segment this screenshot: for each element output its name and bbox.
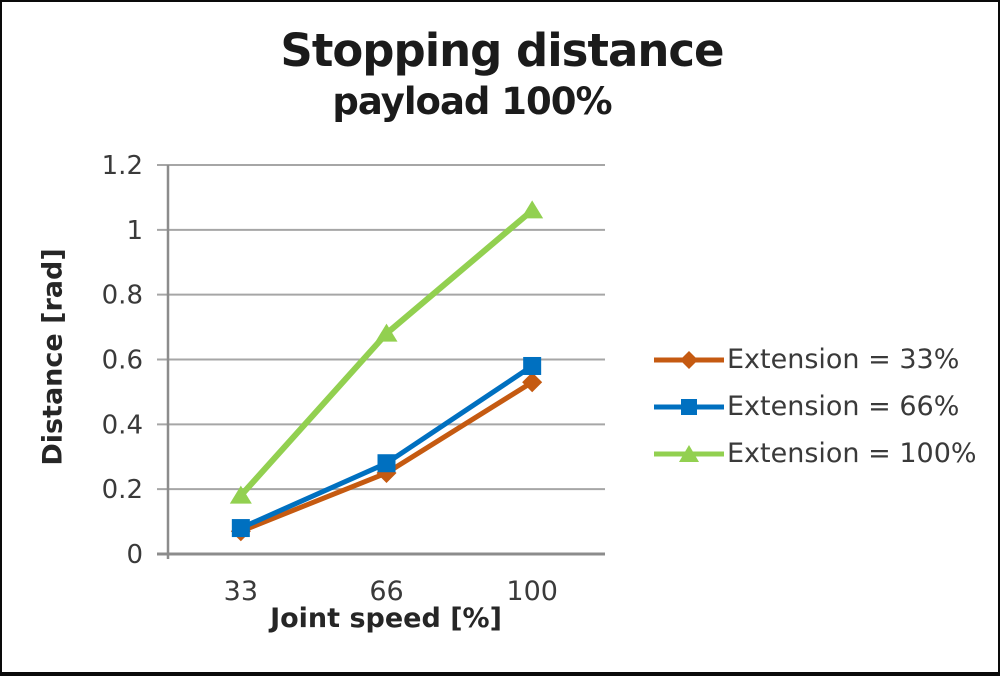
- series-marker-1: [522, 372, 543, 393]
- legend-label: Extension = 33%: [727, 344, 960, 375]
- y-tick-label: 0.8: [102, 281, 143, 311]
- series-line-3: [238, 208, 535, 498]
- series-marker-2: [523, 356, 542, 375]
- legend-item-2: Extension = 66%: [654, 383, 977, 430]
- legend: Extension = 33% Extension = 66% Extension …: [654, 336, 977, 477]
- x-axis-title: Joint speed [%]: [270, 603, 502, 634]
- series-marker-3: [521, 200, 544, 219]
- series-marker-3: [229, 485, 252, 504]
- series-marker-3: [375, 323, 398, 342]
- legend-item-3: Extension = 100%: [654, 430, 977, 477]
- triangle-marker-icon: [654, 444, 724, 462]
- y-tick-label: 1.2: [102, 151, 143, 181]
- series-marker-2: [377, 454, 396, 473]
- x-tick-label: 33: [224, 576, 258, 607]
- chart-title: Stopping distance: [280, 24, 724, 77]
- legend-label: Extension = 100%: [727, 438, 977, 469]
- y-tick-label: 0.2: [102, 475, 143, 505]
- x-tick-label: 100: [506, 576, 558, 607]
- x-tick-label: 66: [369, 576, 403, 607]
- square-marker-icon: [654, 398, 724, 415]
- y-tick-label: 1: [126, 216, 143, 246]
- diamond-marker-icon: [654, 350, 724, 369]
- legend-label: Extension = 66%: [727, 391, 960, 422]
- chart-subtitle: payload 100%: [332, 80, 612, 123]
- legend-item-1: Extension = 33%: [654, 336, 977, 383]
- series-marker-2: [231, 519, 250, 538]
- y-tick-label: 0: [126, 540, 143, 570]
- y-tick-label: 0.4: [102, 410, 143, 440]
- y-tick-label: 0.6: [102, 346, 143, 376]
